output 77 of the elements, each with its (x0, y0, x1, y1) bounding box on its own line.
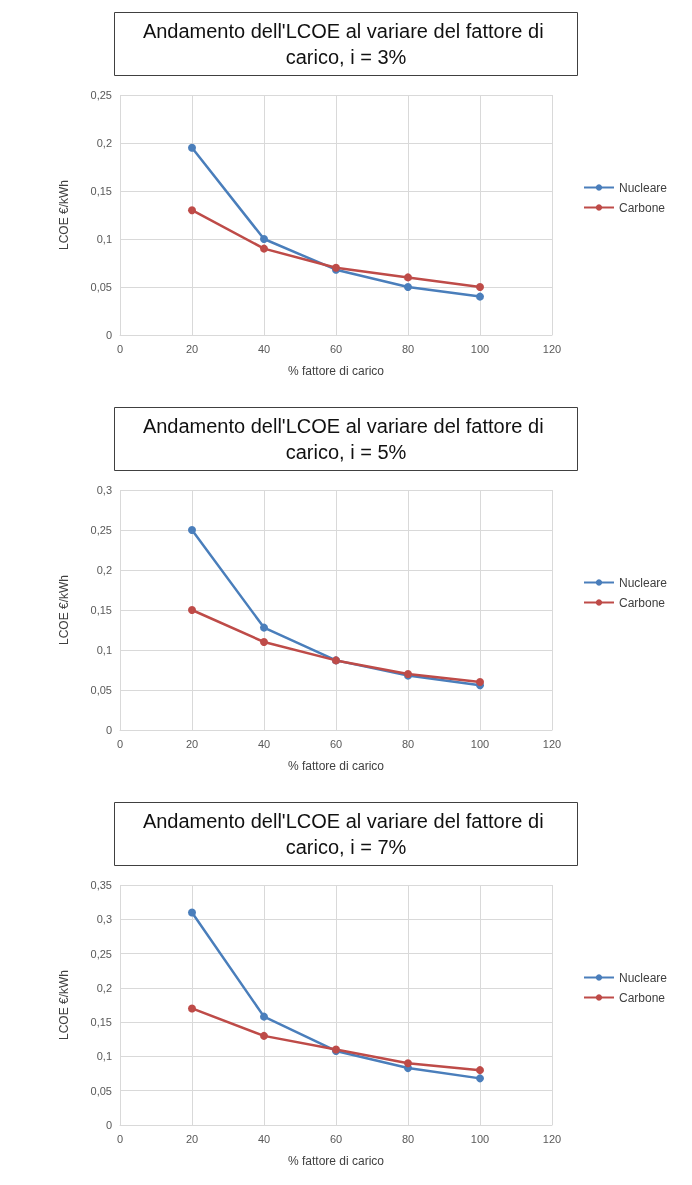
x-tick-label: 0 (116, 342, 124, 355)
y-axis-title: LCOE €/kWh (57, 179, 71, 251)
point (476, 292, 484, 301)
y-tick-label: 0,2 (96, 981, 112, 994)
y-tick-label: 0,1 (96, 233, 112, 245)
point (404, 273, 412, 282)
point (188, 526, 196, 534)
legend-label: Carbone (618, 200, 666, 215)
x-axis-title: % fattore di carico (287, 364, 385, 378)
y-tick-label: 0,15 (90, 1016, 112, 1029)
y-tick-label: 0,25 (90, 524, 112, 536)
y-tick-label: 0,35 (90, 879, 112, 891)
x-tick-label: 100 (470, 1132, 490, 1145)
legend-label: Nucleare (618, 970, 668, 985)
x-tick-label: 120 (542, 737, 562, 750)
x-tick-label: 20 (185, 737, 199, 750)
x-tick-label: 60 (329, 342, 343, 355)
y-tick-label: 0,25 (90, 89, 112, 101)
x-tick-label: 120 (542, 1132, 562, 1145)
point (260, 235, 268, 243)
x-tick-label: 20 (185, 1132, 199, 1145)
point (404, 283, 412, 291)
y-tick-label: 0,15 (90, 185, 112, 197)
point (188, 908, 196, 917)
point (260, 638, 268, 646)
y-tick-label: 0,3 (96, 484, 112, 496)
point (476, 1074, 484, 1083)
x-tick-label: 0 (116, 1132, 124, 1145)
y-tick-label: 0 (105, 724, 112, 736)
point (188, 206, 196, 215)
point (476, 1066, 484, 1075)
point (188, 606, 196, 614)
y-tick-label: 0,2 (96, 564, 112, 576)
y-axis-title: LCOE €/kWh (57, 574, 71, 646)
y-axis-title: LCOE €/kWh (57, 969, 71, 1041)
chart-title: Andamento dell'LCOE al variare del fattore di carico, i = 7% (142, 810, 550, 858)
x-tick-label: 80 (401, 737, 415, 750)
point (188, 143, 196, 152)
x-tick-label: 40 (257, 737, 271, 750)
x-axis-title: % fattore di carico (287, 1154, 385, 1168)
point (260, 1012, 268, 1021)
x-tick-label: 100 (470, 737, 490, 750)
x-tick-label: 40 (257, 342, 271, 355)
point (476, 283, 484, 291)
y-tick-label: 0,15 (90, 604, 112, 616)
point (260, 244, 268, 253)
x-tick-label: 20 (185, 342, 199, 355)
y-tick-label: 0,05 (90, 684, 112, 696)
chart-title: Andamento dell'LCOE al variare del fattore di carico, i = 3% (142, 20, 550, 68)
x-axis-title: % fattore di carico (287, 759, 385, 773)
y-tick-label: 0 (105, 329, 112, 341)
x-tick-label: 100 (470, 342, 490, 355)
y-tick-label: 0,05 (90, 1084, 112, 1097)
y-tick-label: 0,1 (96, 644, 112, 656)
y-tick-label: 0,1 (96, 1050, 112, 1063)
x-tick-label: 40 (257, 1132, 271, 1145)
y-tick-label: 0,05 (90, 281, 112, 293)
point (260, 1031, 268, 1040)
y-tick-label: 0,2 (96, 137, 112, 149)
y-tick-label: 0 (105, 1119, 112, 1131)
y-tick-label: 0,3 (96, 913, 112, 926)
x-tick-label: 80 (401, 1132, 415, 1145)
point (260, 623, 268, 632)
y-tick-label: 0,25 (90, 947, 112, 960)
x-tick-label: 60 (329, 1132, 343, 1145)
x-tick-label: 60 (329, 737, 343, 750)
legend-label: Nucleare (618, 575, 668, 590)
x-tick-label: 80 (401, 342, 415, 355)
legend-label: Nucleare (618, 180, 668, 195)
x-tick-label: 120 (542, 342, 562, 355)
legend-label: Carbone (618, 595, 666, 610)
x-tick-label: 0 (116, 737, 124, 750)
point (476, 678, 484, 686)
point (188, 1004, 196, 1013)
chart-title: Andamento dell'LCOE al variare del fattore di carico, i = 5% (142, 415, 550, 463)
legend-label: Carbone (618, 990, 666, 1005)
point (404, 1059, 412, 1068)
